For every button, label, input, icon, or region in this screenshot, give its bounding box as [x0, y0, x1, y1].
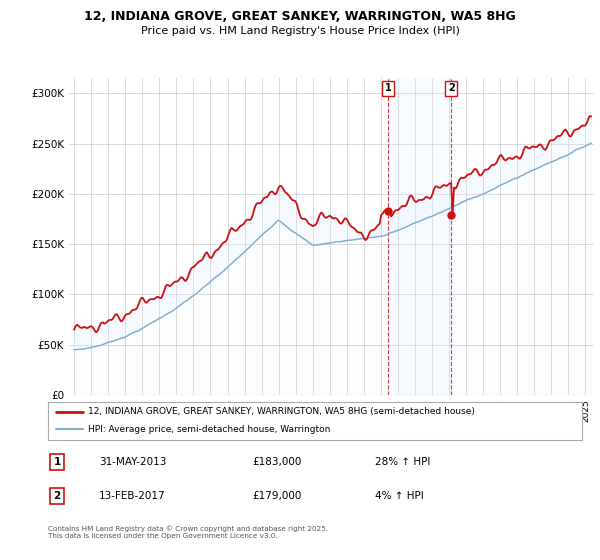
- Text: 31-MAY-2013: 31-MAY-2013: [99, 457, 166, 467]
- Text: Price paid vs. HM Land Registry's House Price Index (HPI): Price paid vs. HM Land Registry's House …: [140, 26, 460, 36]
- Text: 12, INDIANA GROVE, GREAT SANKEY, WARRINGTON, WA5 8HG: 12, INDIANA GROVE, GREAT SANKEY, WARRING…: [84, 10, 516, 23]
- Text: 4% ↑ HPI: 4% ↑ HPI: [375, 491, 424, 501]
- Text: Contains HM Land Registry data © Crown copyright and database right 2025.
This d: Contains HM Land Registry data © Crown c…: [48, 525, 328, 539]
- Text: HPI: Average price, semi-detached house, Warrington: HPI: Average price, semi-detached house,…: [88, 425, 331, 434]
- Text: £179,000: £179,000: [252, 491, 301, 501]
- Text: 1: 1: [53, 457, 61, 467]
- Text: 12, INDIANA GROVE, GREAT SANKEY, WARRINGTON, WA5 8HG (semi-detached house): 12, INDIANA GROVE, GREAT SANKEY, WARRING…: [88, 407, 475, 416]
- Text: 1: 1: [385, 83, 391, 93]
- Bar: [388, 78, 451, 395]
- Text: 13-FEB-2017: 13-FEB-2017: [99, 491, 166, 501]
- Text: £183,000: £183,000: [252, 457, 301, 467]
- Text: 28% ↑ HPI: 28% ↑ HPI: [375, 457, 430, 467]
- Text: 2: 2: [448, 83, 455, 93]
- Text: 2: 2: [53, 491, 61, 501]
